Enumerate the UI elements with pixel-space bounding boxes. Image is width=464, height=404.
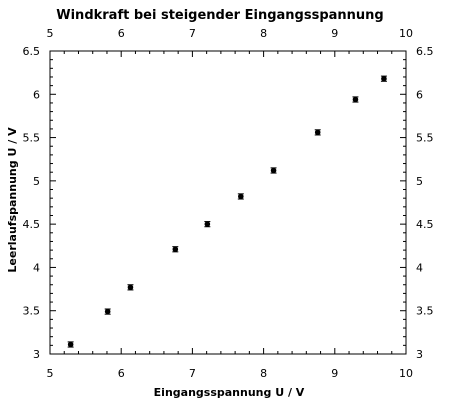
y-tick-label-right: 4	[416, 261, 423, 274]
y-tick-label: 4	[33, 261, 40, 274]
point-marker	[104, 308, 111, 315]
x-tick-label: 10	[399, 367, 413, 380]
data-point	[104, 308, 111, 315]
x-tick-label-top: 5	[47, 27, 54, 40]
data-point	[352, 96, 359, 103]
y-tick-label-right: 3	[416, 348, 423, 361]
x-tick-label: 9	[331, 367, 338, 380]
y-tick-label: 5.5	[23, 132, 41, 145]
x-tick-label-top: 10	[399, 27, 413, 40]
data-points	[67, 75, 387, 348]
y-tick-label-right: 5.5	[416, 132, 434, 145]
x-tick-label: 6	[118, 367, 125, 380]
y-tick-label: 6	[33, 88, 40, 101]
x-axis-label: Eingangsspannung U / V	[154, 386, 305, 399]
y-tick-label: 4.5	[23, 218, 41, 231]
data-point	[270, 167, 277, 174]
point-marker	[238, 193, 244, 200]
y-axis-label: Leerlaufspannung U / V	[6, 127, 19, 273]
chart-title: Windkraft bei steigender Eingangsspannun…	[56, 8, 383, 23]
y-tick-label: 5	[33, 175, 40, 188]
point-marker	[270, 167, 277, 174]
x-tick-labels-top: 5 6 7 8 9 10	[47, 27, 414, 40]
point-marker	[314, 129, 321, 136]
x-tick-labels-bottom: 5 6 7 8 9 10	[47, 367, 414, 380]
point-marker	[67, 341, 74, 348]
y-tick-label-right: 6	[416, 88, 423, 101]
data-point	[127, 284, 134, 291]
y-tick-label: 3	[33, 348, 40, 361]
y-tick-label-right: 5	[416, 175, 423, 188]
x-tick-label-top: 9	[331, 27, 338, 40]
x-tick-label: 7	[189, 367, 196, 380]
x-tick-label-top: 6	[118, 27, 125, 40]
y-tick-labels-right: 3 3.5 4 4.5 5 5.5 6 6.5	[416, 45, 434, 361]
y-tick-label-right: 6.5	[416, 45, 434, 58]
data-point	[204, 221, 211, 228]
data-point	[380, 75, 387, 82]
x-tick-label-top: 7	[189, 27, 196, 40]
y-tick-label-right: 4.5	[416, 218, 434, 231]
x-tick-label-top: 8	[260, 27, 267, 40]
x-tick-label: 5	[47, 367, 54, 380]
data-point	[67, 341, 74, 348]
y-tick-label-right: 3.5	[416, 305, 434, 318]
point-marker	[204, 221, 211, 227]
data-point	[237, 193, 244, 200]
y-tick-label: 3.5	[23, 305, 41, 318]
x-tick-label: 8	[260, 367, 267, 380]
axis-ticks	[49, 50, 407, 355]
plot-area-frame	[49, 50, 407, 355]
point-marker	[352, 96, 359, 103]
data-point	[314, 129, 321, 136]
point-marker	[172, 246, 179, 253]
point-marker	[127, 284, 134, 291]
point-marker	[381, 75, 387, 82]
y-tick-labels-left: 3 3.5 4 4.5 5 5.5 6 6.5	[23, 45, 41, 361]
y-tick-label: 6.5	[23, 45, 41, 58]
data-point	[172, 246, 179, 253]
